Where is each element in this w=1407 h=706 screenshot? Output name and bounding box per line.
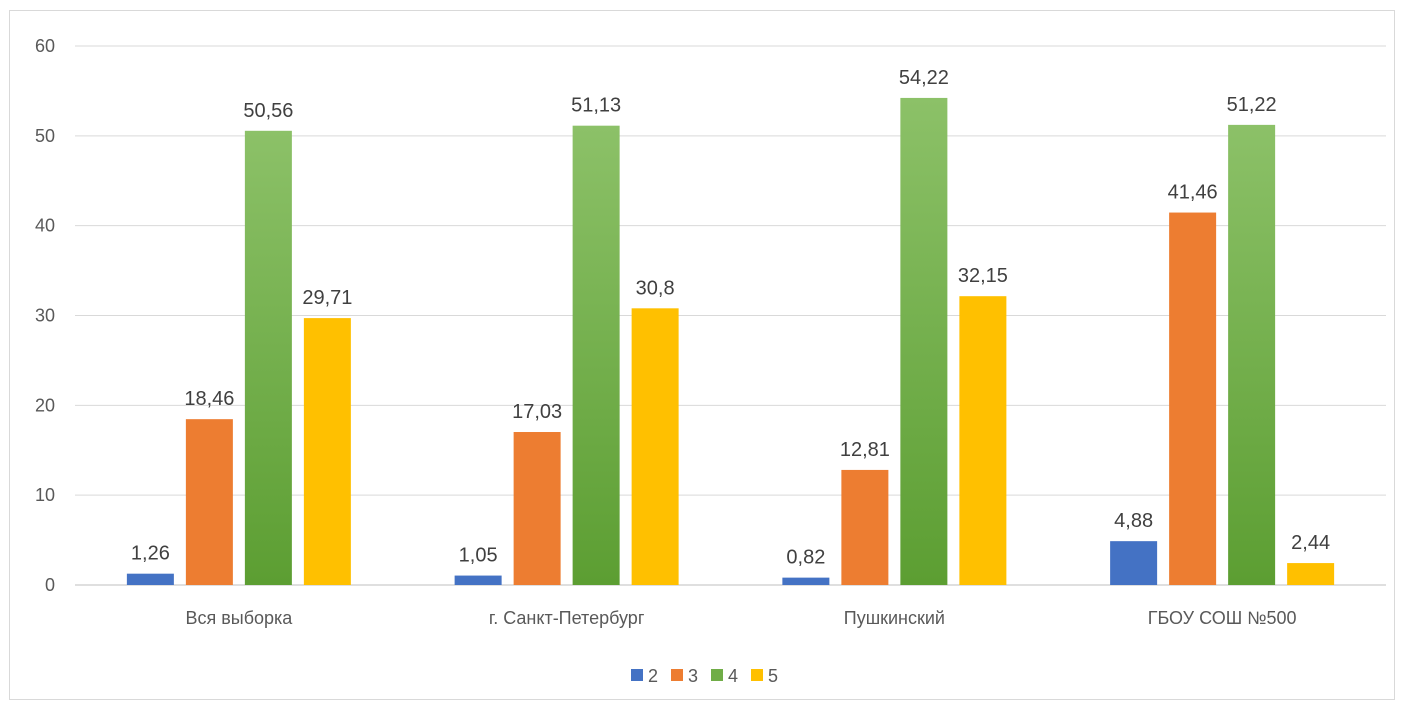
bar-series-3 — [185, 419, 233, 585]
bar-series-2 — [454, 575, 502, 585]
data-label: 12,81 — [840, 439, 890, 461]
data-label: 2,44 — [1291, 532, 1330, 554]
legend-swatch-5 — [751, 669, 763, 681]
x-category-label: г. Санкт-Петербург — [489, 608, 645, 628]
x-category-label: Пушкинский — [844, 608, 945, 628]
legend-label: 3 — [688, 666, 698, 686]
data-labels: 1,26 18,46 50,56 29,71 1,05 17,03 51,13 30,8 0,8… — [131, 67, 1330, 569]
gridlines — [75, 45, 1386, 586]
chart-frame: 0 10 20 30 40 50 60 1,26 18,46 50,56 29,71 1,05 17,… — [9, 10, 1395, 700]
legend-label: 4 — [728, 666, 738, 686]
bar-series-4 — [1228, 124, 1276, 586]
bar-series-5 — [959, 296, 1007, 585]
y-tick-label: 30 — [35, 306, 55, 326]
data-label: 41,46 — [1168, 182, 1218, 204]
y-axis-ticks: 0 10 20 30 40 50 60 — [35, 36, 55, 595]
data-label: 51,13 — [571, 95, 621, 117]
data-label: 50,56 — [243, 100, 293, 122]
legend-swatch-2 — [631, 669, 643, 681]
legend-swatch-3 — [671, 669, 683, 681]
y-tick-label: 50 — [35, 126, 55, 146]
bars — [126, 97, 1335, 586]
bar-series-5 — [1287, 563, 1335, 585]
bar-series-3 — [841, 469, 889, 585]
legend-swatch-4 — [711, 669, 723, 681]
x-axis-categories: Вся выборка г. Санкт-Петербург Пушкинский Г… — [185, 608, 1296, 628]
data-label: 32,15 — [958, 265, 1008, 287]
bar-chart: 0 10 20 30 40 50 60 1,26 18,46 50,56 29,71 1,05 17,… — [35, 36, 1386, 686]
y-tick-label: 10 — [35, 485, 55, 505]
bar-series-5 — [303, 318, 351, 585]
data-label: 1,05 — [459, 545, 498, 567]
y-tick-label: 20 — [35, 395, 55, 415]
data-label: 29,71 — [302, 287, 352, 309]
bar-series-2 — [1110, 541, 1158, 585]
data-label: 0,82 — [786, 547, 825, 569]
y-tick-label: 60 — [35, 36, 55, 56]
data-label: 30,8 — [636, 277, 675, 299]
legend-label: 2 — [648, 666, 658, 686]
y-tick-label: 40 — [35, 216, 55, 236]
data-label: 54,22 — [899, 67, 949, 89]
bar-series-2 — [126, 573, 174, 585]
bar-series-3 — [513, 432, 561, 585]
bar-series-4 — [900, 97, 948, 585]
bar-series-5 — [631, 308, 679, 585]
data-label: 51,22 — [1227, 94, 1277, 116]
bar-series-4 — [244, 130, 292, 585]
bar-series-2 — [782, 577, 830, 585]
data-label: 4,88 — [1114, 510, 1153, 532]
legend-label: 5 — [768, 666, 778, 686]
legend: 2 3 4 5 — [631, 666, 778, 686]
x-category-label: ГБОУ СОШ №500 — [1148, 608, 1297, 628]
y-tick-label: 0 — [45, 575, 55, 595]
data-label: 18,46 — [184, 388, 234, 410]
data-label: 1,26 — [131, 543, 170, 565]
data-label: 17,03 — [512, 401, 562, 423]
bar-series-4 — [572, 125, 620, 586]
x-category-label: Вся выборка — [185, 608, 293, 628]
bar-series-3 — [1169, 212, 1217, 585]
